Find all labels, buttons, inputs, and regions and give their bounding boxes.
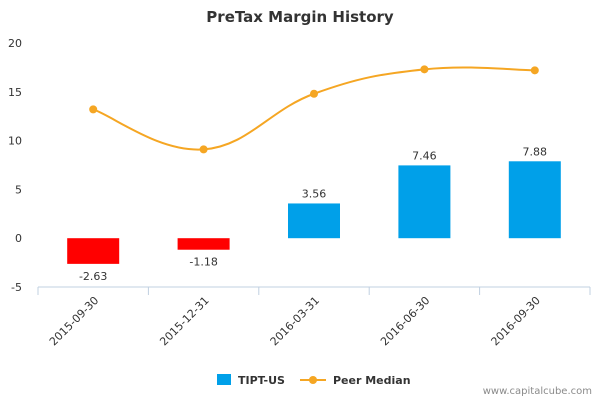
peer-median-point[interactable] xyxy=(310,89,318,98)
bar[interactable] xyxy=(398,165,451,239)
bar-data-label: -2.63 xyxy=(79,270,107,283)
bar-data-label: 7.46 xyxy=(412,149,437,162)
bar-data-label: -1.18 xyxy=(189,256,217,269)
y-tick-label: 0 xyxy=(15,232,22,245)
bar-data-labels: -2.63 -1.18 3.56 7.46 7.88 xyxy=(79,145,547,283)
y-tick-label: 5 xyxy=(15,183,22,196)
peer-median-point[interactable] xyxy=(530,66,539,75)
legend-swatch-tipt xyxy=(217,374,231,385)
legend[interactable]: TIPT-US Peer Median xyxy=(217,374,411,387)
peer-median-point[interactable] xyxy=(420,65,429,74)
bar-data-label: 7.88 xyxy=(523,145,548,158)
bar[interactable] xyxy=(508,161,561,239)
bar[interactable] xyxy=(67,238,120,264)
x-tick-label: 2015-12-31 xyxy=(157,294,211,348)
peer-median-series xyxy=(89,65,539,154)
x-axis: 2015-09-30 2015-12-31 2016-03-31 2016-06-30… xyxy=(37,286,591,348)
y-tick-label: 15 xyxy=(8,86,22,99)
peer-median-line xyxy=(92,66,535,151)
x-tick-label: 2016-09-30 xyxy=(489,294,543,348)
x-tick-label: 2015-09-30 xyxy=(47,294,101,348)
x-tick-label: 2016-06-30 xyxy=(378,294,432,348)
bar[interactable] xyxy=(177,238,230,250)
legend-label-tipt[interactable]: TIPT-US xyxy=(238,374,285,387)
y-axis: -5 0 5 10 15 20 xyxy=(8,37,22,294)
x-tick-label: 2016-03-31 xyxy=(268,294,322,348)
watermark: www.capitalcube.com xyxy=(483,386,592,397)
peer-median-point[interactable] xyxy=(199,145,208,154)
bar-data-label: 3.56 xyxy=(302,187,327,200)
bar-series xyxy=(67,161,561,264)
legend-swatch-peer-marker xyxy=(309,376,317,384)
y-tick-label: 10 xyxy=(8,135,22,148)
y-tick-label: 20 xyxy=(8,37,22,50)
y-tick-label: -5 xyxy=(11,281,22,294)
chart-title: PreTax Margin History xyxy=(206,8,394,26)
bar[interactable] xyxy=(288,203,340,239)
peer-median-point[interactable] xyxy=(89,105,98,114)
legend-label-peer[interactable]: Peer Median xyxy=(333,374,411,387)
